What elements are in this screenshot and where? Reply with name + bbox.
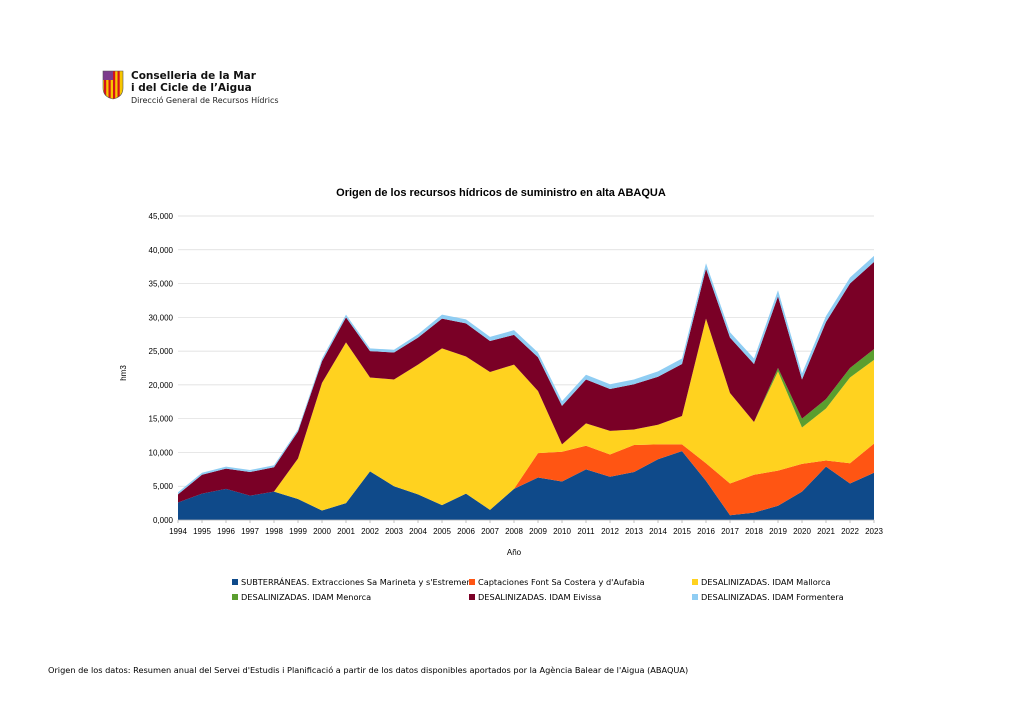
y-tick-label: 10,000 (149, 448, 174, 457)
chart-title: Origen de los recursos hídricos de sumin… (336, 187, 666, 199)
x-tick-label: 2004 (409, 527, 427, 536)
legend-swatch (232, 594, 238, 600)
legend-label: DESALINIZADAS. IDAM Mallorca (701, 577, 831, 587)
x-tick-label: 2023 (865, 527, 883, 536)
area-series (178, 451, 874, 520)
x-tick-label: 2005 (433, 527, 451, 536)
x-tick-label: 2013 (625, 527, 643, 536)
legend-swatch (232, 579, 238, 585)
org-name-line-1: Conselleria de la Mar (131, 70, 256, 82)
y-tick-label: 40,000 (149, 246, 174, 255)
y-tick-label: 20,000 (149, 381, 174, 390)
x-tick-label: 2002 (361, 527, 379, 536)
org-subtitle: Direcció General de Recursos Hídrics (131, 96, 279, 105)
y-tick-label: 35,000 (149, 280, 174, 289)
legend-swatch (692, 579, 698, 585)
x-tick-label: 2017 (721, 527, 739, 536)
x-tick-label: 1996 (217, 527, 235, 536)
legend-swatch (469, 579, 475, 585)
x-tick-label: 2016 (697, 527, 715, 536)
y-tick-label: 0,000 (153, 516, 174, 525)
x-tick-label: 2011 (577, 527, 595, 536)
x-tick-label: 2000 (313, 527, 331, 536)
y-tick-label: 5,000 (153, 482, 174, 491)
y-axis-label: hm3 (119, 365, 128, 381)
x-tick-label: 2015 (673, 527, 691, 536)
legend-label: DESALINIZADAS. IDAM Menorca (241, 592, 372, 602)
x-tick-label: 1994 (169, 527, 187, 536)
x-tick-label: 2008 (505, 527, 523, 536)
x-tick-label: 2009 (529, 527, 547, 536)
legend-item: DESALINIZADAS. IDAM Mallorca (692, 577, 831, 587)
x-tick-label: 2022 (841, 527, 859, 536)
x-tick-label: 2012 (601, 527, 619, 536)
legend-item: DESALINIZADAS. IDAM Menorca (232, 592, 371, 602)
legend-label: DESALINIZADAS. IDAM Eivissa (478, 592, 602, 602)
legend-item: Captaciones Font Sa Costera y d'Aufabia (469, 577, 645, 587)
legend-swatch (469, 594, 475, 600)
x-tick-label: 2001 (337, 527, 355, 536)
balearic-coat-of-arms-icon (102, 70, 124, 100)
area-series (178, 318, 874, 511)
legend-label: Captaciones Font Sa Costera y d'Aufabia (478, 577, 645, 587)
legend-label: SUBTERRÁNEAS. Extracciones Sa Marineta y… (241, 577, 475, 587)
x-tick-label: 2014 (649, 527, 667, 536)
x-tick-label: 1997 (241, 527, 259, 536)
axes: 1994 1995 1996 1997 1998 1999 2000 2001 2002 2003… (169, 519, 883, 536)
legend-item: SUBTERRÁNEAS. Extracciones Sa Marineta y… (232, 577, 475, 587)
header: Conselleria de la Mar i del Cicle de l’A… (102, 70, 279, 106)
source-note: Origen de los datos: Resumen anual del S… (48, 665, 689, 675)
x-tick-label: 2019 (769, 527, 787, 536)
x-tick-label: 2018 (745, 527, 763, 536)
area-series (178, 443, 874, 516)
x-tick-label: 1995 (193, 527, 211, 536)
area-series-layer (178, 255, 874, 520)
org-name-line-2: i del Cicle de l’Aigua (131, 82, 252, 94)
x-tick-label: 2010 (553, 527, 571, 536)
legend-swatch (692, 594, 698, 600)
legend-item: DESALINIZADAS. IDAM Eivissa (469, 592, 601, 602)
x-tick-label: 2006 (457, 527, 475, 536)
y-tick-label: 15,000 (149, 415, 174, 424)
y-tick-label: 25,000 (149, 347, 174, 356)
x-tick-label: 2003 (385, 527, 403, 536)
x-tick-label: 2007 (481, 527, 499, 536)
x-tick-label: 2021 (817, 527, 835, 536)
x-tick-label: 2020 (793, 527, 811, 536)
y-tick-label: 45,000 (149, 212, 174, 221)
legend-item: DESALINIZADAS. IDAM Formentera (692, 592, 844, 602)
x-tick-label: 1998 (265, 527, 283, 536)
x-tick-label: 1999 (289, 527, 307, 536)
legend-label: DESALINIZADAS. IDAM Formentera (701, 592, 844, 602)
x-axis-label: Año (507, 548, 522, 557)
area-series (178, 255, 874, 495)
y-tick-label: 30,000 (149, 313, 174, 322)
area-series (178, 261, 874, 503)
